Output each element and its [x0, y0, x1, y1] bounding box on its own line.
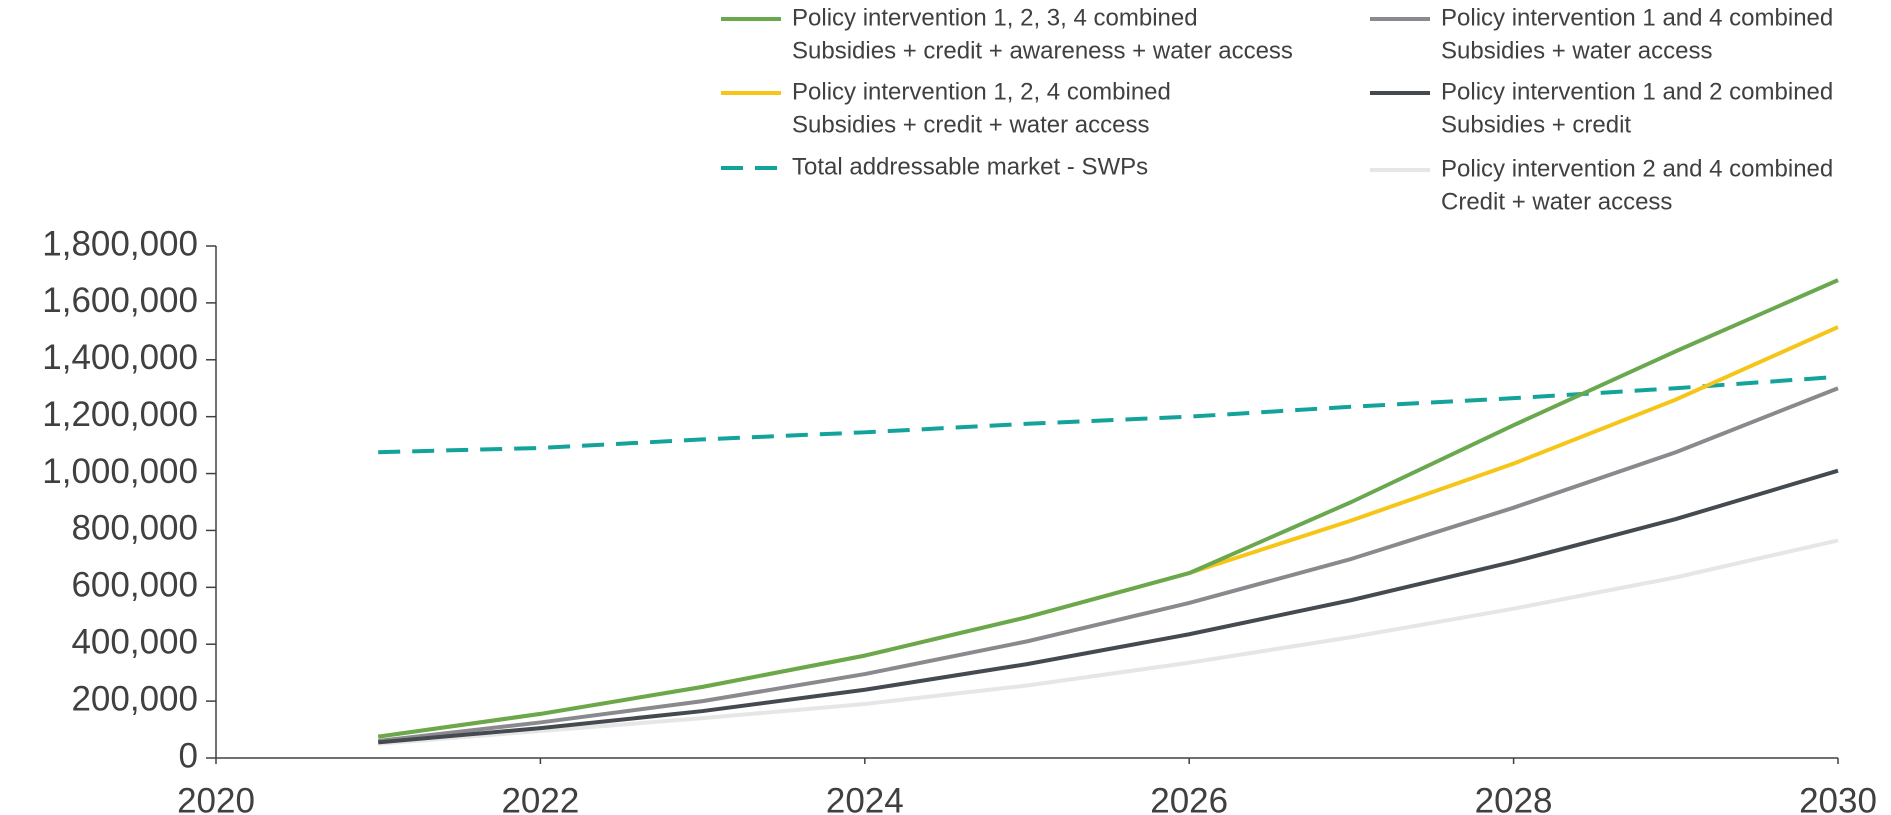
legend-label: Total addressable market - SWPs	[792, 153, 1148, 180]
y-tick-label: 600,000	[71, 566, 198, 605]
y-tick-label: 1,800,000	[42, 224, 198, 263]
y-tick-label: 1,200,000	[42, 395, 198, 434]
legend-label: Policy intervention 1, 2, 3, 4 combined	[792, 4, 1198, 31]
y-tick-label: 1,600,000	[42, 281, 198, 320]
y-tick-label: 800,000	[71, 509, 198, 548]
series-line	[377, 386, 1839, 743]
legend-label: Policy intervention 1 and 4 combined	[1441, 4, 1833, 31]
y-tick-label: 400,000	[71, 622, 198, 661]
legend-label: Policy intervention 1 and 2 combined	[1441, 78, 1833, 105]
x-tick-label: 2030	[1799, 781, 1877, 815]
legend-description: Credit + water access	[1441, 188, 1672, 215]
legend-description: Subsidies + water access	[1441, 37, 1712, 64]
y-tick-label: 1,000,000	[42, 452, 198, 491]
series-line	[378, 374, 1839, 455]
series-line	[377, 278, 1839, 739]
x-tick-label: 2024	[826, 781, 904, 815]
y-tick-label: 1,400,000	[42, 338, 198, 377]
x-tick-label: 2020	[177, 781, 255, 815]
series-line	[378, 538, 1839, 746]
y-tick-label: 200,000	[71, 679, 198, 718]
legend-label: Policy intervention 1, 2, 4 combined	[792, 78, 1171, 105]
x-tick-label: 2022	[501, 781, 579, 815]
y-tick-label: 0	[179, 736, 198, 775]
legend-label: Policy intervention 2 and 4 combined	[1441, 155, 1833, 182]
legend-description: Subsidies + credit + awareness + water a…	[792, 37, 1293, 64]
x-tick-label: 2028	[1475, 781, 1553, 815]
x-tick-label: 2026	[1150, 781, 1228, 815]
series-line	[378, 468, 1839, 745]
legend-description: Subsidies + credit + water access	[792, 111, 1150, 138]
legend-description: Subsidies + credit	[1441, 111, 1631, 138]
